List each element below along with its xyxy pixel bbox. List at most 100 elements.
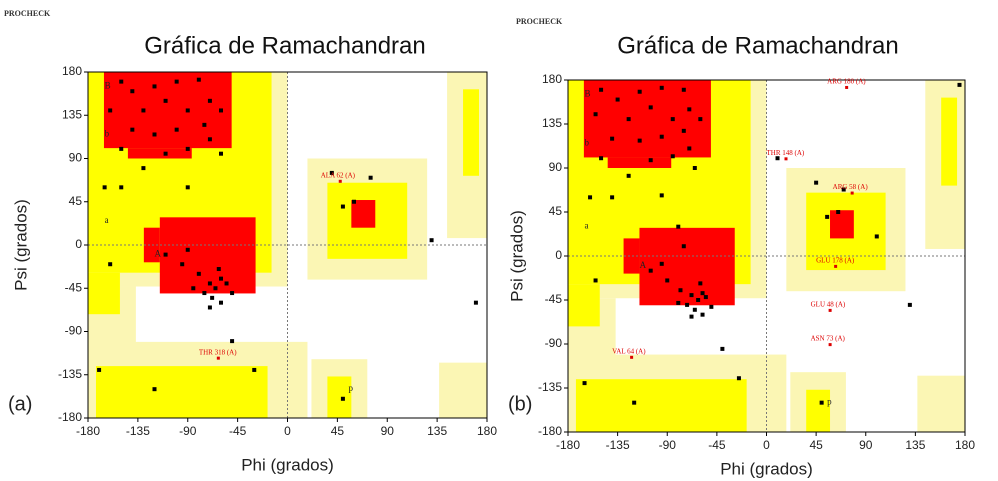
x-axis-label: Phi (grados)	[241, 455, 334, 474]
region	[159, 217, 256, 294]
residue-annotation: ARG 58 (A)	[833, 183, 869, 191]
region	[568, 284, 600, 327]
residue-point	[678, 288, 683, 293]
residue-point	[185, 146, 190, 151]
residue-point	[180, 262, 185, 267]
residue-point	[907, 302, 912, 307]
outlier-point	[828, 308, 832, 312]
y-tick-label: 180	[62, 64, 82, 78]
region	[439, 362, 487, 418]
residue-point	[102, 185, 107, 190]
region	[623, 238, 640, 274]
residue-point	[659, 85, 664, 90]
x-tick-label: -135	[126, 424, 150, 438]
region-label: p	[348, 383, 353, 393]
residue-point	[698, 117, 703, 122]
residue-point	[648, 105, 653, 110]
region-label: B	[105, 80, 111, 90]
residue-point	[219, 151, 223, 156]
residue-point	[637, 138, 642, 143]
residue-point	[152, 84, 157, 89]
outlier-point	[834, 264, 838, 268]
residue-point	[216, 267, 221, 272]
region	[351, 200, 376, 228]
residue-point	[698, 281, 703, 286]
residue-point	[196, 77, 201, 82]
region-label: b	[585, 138, 590, 148]
residue-point	[687, 146, 692, 151]
residue-point	[689, 314, 694, 319]
region-label: A	[640, 260, 647, 270]
y-tick-label: 90	[549, 160, 563, 174]
residue-point	[648, 268, 653, 273]
residue-point	[352, 199, 356, 204]
residue-point	[681, 87, 686, 92]
outlier-point	[845, 85, 849, 89]
residue-point	[207, 281, 212, 286]
residue-annotation: THR 148 (A)	[767, 149, 805, 157]
residue-point	[687, 107, 692, 112]
y-tick-label: -135	[58, 367, 82, 381]
region-label: a	[105, 215, 109, 225]
residue-point	[696, 298, 701, 302]
residue-point	[599, 87, 604, 92]
x-tick-label: -180	[76, 424, 100, 438]
residue-point	[185, 108, 190, 113]
residue-point	[108, 108, 113, 113]
residue-point	[230, 339, 235, 344]
x-tick-label: -90	[179, 424, 197, 438]
residue-point	[119, 79, 124, 84]
x-tick-label: 45	[809, 438, 823, 452]
residue-point	[689, 293, 694, 298]
region-label: b	[105, 129, 110, 139]
region	[575, 379, 747, 432]
outlier-point	[828, 343, 832, 347]
residue-annotation: VAL 64 (A)	[612, 347, 646, 355]
residue-point	[775, 156, 780, 161]
residue-point	[163, 98, 168, 103]
y-tick-label: -135	[538, 380, 562, 394]
x-tick-label: 90	[859, 438, 873, 452]
residue-point	[340, 204, 345, 209]
x-tick-label: 135	[905, 438, 925, 452]
x-tick-label: 180	[477, 424, 497, 438]
residue-annotation: GLU 48 (A)	[811, 300, 846, 308]
residue-point	[252, 367, 257, 372]
residue-point	[230, 291, 235, 296]
x-tick-label: -45	[229, 424, 247, 438]
residue-point	[329, 170, 334, 175]
residue-point	[700, 312, 705, 317]
residue-point	[626, 173, 631, 178]
x-tick-label: 90	[381, 424, 395, 438]
source-label: PROCHECK	[516, 17, 563, 26]
residue-point	[185, 185, 190, 190]
residue-point	[191, 286, 196, 291]
residue-annotation: THR 318 (A)	[199, 348, 237, 356]
region	[463, 89, 480, 176]
residue-annotation: ALA 62 (A)	[321, 171, 356, 179]
region-label: a	[585, 221, 589, 231]
residue-point	[637, 89, 642, 94]
region	[917, 375, 965, 432]
x-tick-label: -180	[556, 438, 580, 452]
y-tick-label: -180	[58, 410, 82, 424]
residue-point	[593, 112, 598, 117]
residue-point	[368, 175, 373, 180]
x-tick-label: 180	[955, 438, 975, 452]
residue-point	[207, 137, 212, 142]
residue-point	[141, 108, 146, 113]
residue-point	[814, 180, 819, 185]
residue-point	[665, 278, 670, 283]
region	[639, 227, 735, 306]
residue-point	[599, 156, 604, 161]
region	[607, 157, 672, 168]
residue-point	[97, 367, 102, 372]
residue-point	[670, 117, 675, 122]
residue-point	[692, 166, 697, 170]
chart-title: Gráfica de Ramachandran	[144, 32, 425, 59]
y-tick-label: 180	[542, 72, 562, 86]
residue-point	[703, 295, 708, 300]
x-tick-label: 0	[284, 424, 291, 438]
ramachandran-plot: -180 -135 -90 -45 0 45 90 135 180 -180 -135 -90 -45 0…	[4, 9, 497, 475]
y-tick-label: 0	[555, 248, 562, 262]
